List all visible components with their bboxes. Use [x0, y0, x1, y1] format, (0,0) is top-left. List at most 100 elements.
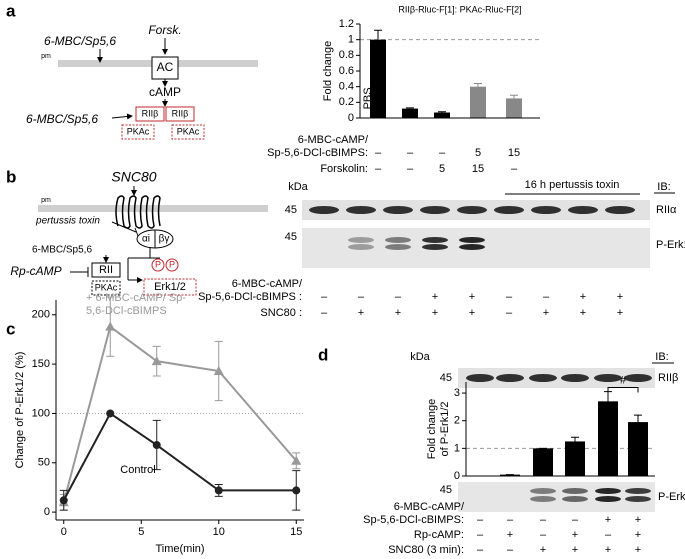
row-value: +	[605, 514, 611, 526]
data-point	[106, 409, 115, 418]
diagram-label: 6-MBC/Sp5,6	[32, 245, 92, 256]
blot-band	[595, 488, 621, 494]
data-point	[151, 356, 162, 366]
pkac-box	[91, 280, 121, 296]
y-tick-label: 50	[38, 457, 50, 469]
blot-band	[494, 206, 524, 214]
error-bar	[571, 436, 579, 442]
error-bar	[438, 111, 446, 113]
chart-title: RIIβ-Rluc-F[1]: PKAc-Rluc-F[2]	[398, 4, 521, 14]
panel-letter: b	[6, 167, 16, 186]
row-value: –	[605, 529, 612, 541]
row-label: 6-MBC-cAMP/	[298, 134, 369, 146]
bar	[434, 112, 450, 118]
inhibit-bar	[134, 227, 139, 237]
row-value: +	[617, 291, 623, 303]
y-tick-label: 1.2	[339, 18, 354, 30]
blot-band	[420, 206, 450, 214]
blot-band	[624, 374, 652, 382]
bar	[402, 108, 418, 118]
row-value: +	[358, 307, 364, 319]
kda-label: kDa	[410, 351, 430, 363]
bar	[565, 441, 585, 476]
antibody-label: P-Erk1/2	[656, 239, 685, 251]
diagram-label: αi	[142, 234, 150, 245]
blot-band	[459, 237, 485, 243]
diagram-label: P	[169, 259, 175, 269]
diagram-label: pertussis toxin	[35, 216, 100, 227]
y-tick-label: 0.8	[339, 49, 354, 61]
row-value: –	[477, 544, 484, 556]
diagram-label: PKAc	[95, 282, 118, 292]
blot-band	[385, 244, 411, 250]
erk-box	[143, 278, 197, 296]
bar	[470, 86, 486, 118]
blot-band	[605, 206, 635, 214]
row-value: +	[395, 307, 401, 319]
marker-label: 45	[285, 204, 297, 216]
data-point	[214, 486, 223, 495]
bar	[628, 422, 648, 476]
row-label: Sp-5,6-DCl-cBIMPS :	[198, 291, 302, 303]
row-value: –	[507, 514, 514, 526]
diagram-b	[38, 186, 268, 296]
marker-label: 45	[440, 372, 452, 384]
row-value: –	[375, 147, 382, 159]
antibody-label: P-Erk1/2	[658, 491, 685, 503]
ib-label: IB:	[655, 351, 668, 363]
diagram-label: P	[155, 259, 161, 269]
antibody-label: RIIα	[656, 204, 677, 216]
y-axis-label: Fold change	[426, 399, 438, 460]
row-value: –	[321, 291, 328, 303]
blot-band	[625, 496, 651, 502]
row-value: –	[407, 163, 414, 175]
row-label: Forskolin:	[320, 163, 368, 175]
antibody-label: RIIβ	[658, 372, 678, 384]
row-value: +	[580, 291, 586, 303]
row-value: –	[358, 291, 365, 303]
blot-band	[457, 206, 487, 214]
y-tick-label: 1	[454, 442, 460, 454]
error-bar	[374, 29, 382, 40]
annotation: #	[620, 374, 627, 386]
row-value: –	[511, 163, 518, 175]
blot-band	[459, 244, 485, 250]
blot-band	[530, 488, 556, 494]
blot-strip	[458, 482, 655, 512]
bar	[598, 401, 618, 476]
rii-box	[91, 262, 121, 278]
riib-box	[165, 106, 195, 122]
blot-band	[348, 244, 374, 250]
series-line	[62, 324, 298, 503]
diagram-a	[58, 38, 258, 140]
row-value: –	[477, 514, 484, 526]
diagram-label: cAMP	[149, 85, 181, 99]
row-value: 15	[472, 163, 484, 175]
x-tick-label: 0	[61, 526, 67, 538]
diagram-label: pm	[41, 197, 51, 204]
treatment-label: 16 h pertussis toxin	[525, 179, 620, 191]
blot-band	[568, 206, 598, 214]
y-tick-label: 200	[32, 309, 50, 321]
row-value: +	[635, 529, 641, 541]
phospho	[165, 258, 179, 272]
pkac-box	[171, 124, 205, 140]
row-value: –	[407, 147, 414, 159]
blot-band	[383, 206, 413, 214]
blot-band	[594, 374, 622, 382]
y-axis-label: Change of P-Erk1/2 (%)	[14, 352, 26, 469]
blot-band	[466, 374, 494, 382]
row-label: 6-MBC-cAMP/	[394, 501, 465, 513]
y-tick-label: 1	[348, 34, 354, 46]
series-line	[62, 412, 297, 501]
panel-letter: c	[6, 319, 15, 338]
row-value: 5	[475, 147, 481, 159]
y-tick-label: 100	[32, 407, 50, 419]
diagram-label: SNC80	[111, 169, 156, 185]
receptor	[115, 195, 161, 229]
row-value: 5	[439, 163, 445, 175]
data-point	[105, 321, 116, 331]
row-label: SNC80 (3 min):	[388, 544, 464, 556]
marker-label: 45	[440, 484, 452, 496]
